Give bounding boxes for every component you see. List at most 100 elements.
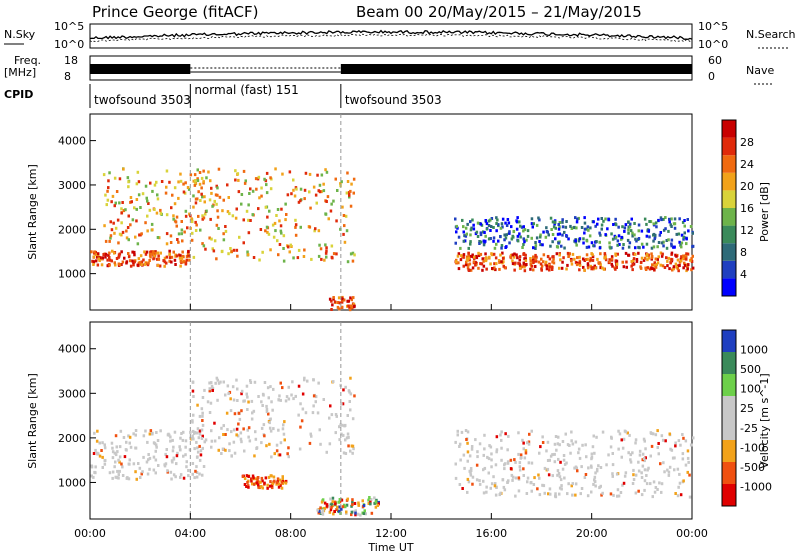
heatmap-cell [566, 443, 570, 447]
heatmap-cell [579, 492, 582, 496]
heatmap-cell [506, 480, 509, 484]
cpid-label: CPID [4, 88, 33, 101]
heatmap-cell [318, 509, 321, 513]
heatmap-cell [224, 229, 228, 233]
heatmap-cell [134, 433, 137, 437]
heatmap-cell [580, 487, 584, 490]
heatmap-cell [96, 263, 100, 267]
heatmap-cell [574, 465, 578, 469]
heatmap-cell [599, 263, 602, 267]
heatmap-cell [195, 475, 199, 479]
heatmap-cell [629, 460, 633, 464]
heatmap-cell [293, 194, 297, 198]
heatmap-cell [254, 477, 257, 481]
heatmap-cell [621, 446, 625, 450]
heatmap-cell [687, 263, 690, 267]
heatmap-cell [558, 443, 561, 447]
heatmap-cell [154, 443, 158, 447]
heatmap-cell [457, 261, 460, 265]
heatmap-cell [126, 176, 130, 180]
heatmap-cell [135, 477, 138, 481]
heatmap-cell [182, 190, 186, 194]
heatmap-cell [685, 269, 688, 273]
heatmap-cell [201, 195, 204, 199]
heatmap-cell [137, 261, 141, 265]
heatmap-cell [204, 438, 208, 442]
heatmap-cell [172, 217, 175, 221]
heatmap-cell [182, 476, 186, 480]
heatmap-cell [610, 262, 613, 266]
heatmap-cell [287, 245, 290, 249]
heatmap-cell [513, 268, 516, 272]
colorbar-tick-label: -25 [740, 422, 758, 435]
heatmap-cell [669, 223, 672, 227]
heatmap-cell [344, 505, 347, 509]
heatmap-cell [210, 186, 213, 190]
heatmap-cell [545, 267, 549, 271]
heatmap-cell [260, 194, 263, 198]
colorbar-swatch [722, 396, 736, 418]
heatmap-cell [201, 242, 204, 246]
heatmap-cell [118, 455, 122, 459]
heatmap-cell [651, 432, 655, 436]
heatmap-cell [167, 432, 170, 436]
heatmap-cell [518, 468, 522, 472]
colorbar-tick-label: 28 [740, 136, 754, 149]
heatmap-cell [280, 486, 284, 490]
heatmap-cell [688, 473, 691, 477]
nsky-tick-top: 10^5 [54, 20, 84, 33]
heatmap-cell [278, 478, 282, 482]
heatmap-cell [555, 252, 559, 256]
heatmap-cell [610, 255, 614, 259]
heatmap-cell [464, 263, 468, 267]
heatmap-cell [270, 483, 274, 487]
heatmap-cell [524, 253, 527, 257]
heatmap-cell [294, 233, 298, 237]
heatmap-cell [128, 259, 132, 263]
heatmap-cell [549, 492, 552, 496]
heatmap-cell [633, 233, 636, 237]
heatmap-cell [642, 437, 646, 441]
heatmap-cell [483, 466, 487, 470]
heatmap-cell [648, 235, 651, 239]
heatmap-cell [262, 393, 265, 397]
heatmap-cell [634, 441, 637, 445]
heatmap-cell [530, 236, 533, 240]
heatmap-cell [203, 388, 206, 392]
heatmap-cell [308, 190, 311, 194]
heatmap-cell [495, 486, 498, 489]
heatmap-cell [249, 219, 252, 222]
heatmap-cell [260, 186, 263, 190]
heatmap-cell [93, 431, 96, 435]
heatmap-cell [188, 258, 191, 262]
heatmap-cell [193, 431, 197, 434]
heatmap-cell [266, 230, 269, 234]
heatmap-cell [493, 484, 497, 488]
heatmap-cell [200, 428, 204, 432]
heatmap-cell [649, 454, 652, 458]
heatmap-cell [120, 263, 123, 266]
heatmap-cell [628, 241, 632, 245]
heatmap-cell [678, 217, 681, 221]
heatmap-cell [471, 266, 475, 270]
heatmap-cell [467, 253, 470, 257]
heatmap-cell [534, 244, 538, 248]
heatmap-cell [561, 260, 564, 264]
heatmap-cell [654, 265, 658, 269]
heatmap-cell [534, 247, 537, 250]
heatmap-cell [524, 259, 528, 263]
heatmap-cell [350, 182, 353, 186]
heatmap-cell [179, 179, 183, 183]
heatmap-cell [90, 250, 93, 254]
heatmap-cell [269, 474, 273, 478]
heatmap-cell [196, 179, 200, 182]
heatmap-cell [539, 445, 542, 449]
heatmap-cell [661, 438, 665, 442]
heatmap-cell [482, 491, 486, 495]
heatmap-cell [276, 208, 280, 211]
colorbar-swatch [722, 462, 736, 484]
heatmap-cell [127, 255, 131, 259]
heatmap-cell [320, 500, 324, 504]
heatmap-cell [657, 218, 660, 222]
